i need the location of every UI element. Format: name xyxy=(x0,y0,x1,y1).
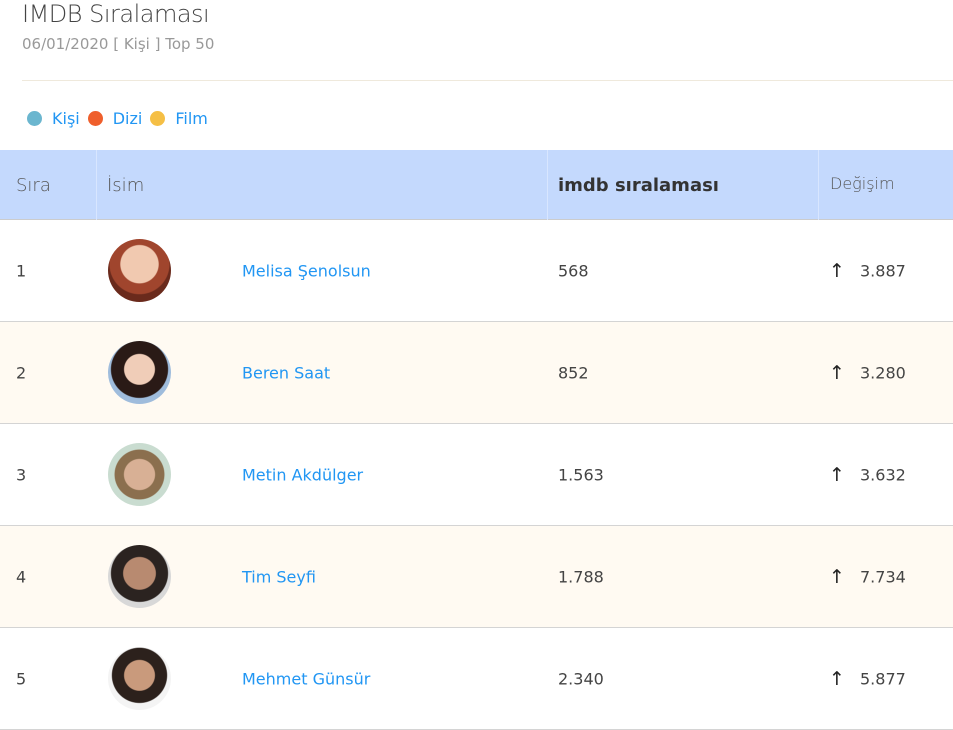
person-name-link[interactable]: Tim Seyfi xyxy=(242,567,316,586)
legend-item-kisi[interactable]: Kişi xyxy=(27,109,80,128)
rank: 1 xyxy=(16,261,27,280)
person-name-link[interactable]: Metin Akdülger xyxy=(242,465,364,484)
divider xyxy=(22,80,953,81)
avatar[interactable] xyxy=(108,545,171,608)
imdb-rank: 852 xyxy=(558,363,589,382)
imdb-rank: 1.563 xyxy=(558,465,604,484)
legend-item-dizi[interactable]: Dizi xyxy=(87,109,143,128)
arrow-up-icon: ↑ xyxy=(829,463,845,486)
dot-icon xyxy=(27,111,42,126)
arrow-up-icon: ↑ xyxy=(829,565,845,588)
header-imdb[interactable]: imdb sıralaması xyxy=(548,150,819,220)
person-name-link[interactable]: Melisa Şenolsun xyxy=(242,261,371,280)
table-row: 5 Mehmet Günsür 2.340 ↑ 5.877 xyxy=(0,628,953,730)
table-row: 4 Tim Seyfi 1.788 ↑ 7.734 xyxy=(0,526,953,628)
imdb-rank: 1.788 xyxy=(558,567,604,586)
arrow-up-icon: ↑ xyxy=(829,259,845,282)
arrow-up-icon: ↑ xyxy=(829,361,845,384)
table-row: 2 Beren Saat 852 ↑ 3.280 xyxy=(0,322,953,424)
table-row: 3 Metin Akdülger 1.563 ↑ 3.632 xyxy=(0,424,953,526)
avatar[interactable] xyxy=(108,647,171,710)
legend-label: Dizi xyxy=(112,109,143,128)
page-subtitle: 06/01/2020 [ Kişi ] Top 50 xyxy=(22,35,215,53)
change-value: 5.877 xyxy=(860,669,906,688)
header-name[interactable]: İsim xyxy=(97,150,548,220)
legend-label: Kişi xyxy=(52,109,80,128)
legend: Kişi Dizi Film xyxy=(27,109,216,128)
dot-icon xyxy=(87,111,103,126)
rank: 5 xyxy=(16,669,27,688)
header-change[interactable]: Değişim xyxy=(830,174,895,193)
change-value: 3.632 xyxy=(860,465,906,484)
table-row: 1 Melisa Şenolsun 568 ↑ 3.887 xyxy=(0,220,953,322)
dot-icon xyxy=(150,111,166,126)
rank: 2 xyxy=(16,363,27,382)
rank: 4 xyxy=(16,567,27,586)
change-value: 3.280 xyxy=(860,363,906,382)
rank: 3 xyxy=(16,465,27,484)
change-value: 3.887 xyxy=(860,261,906,280)
imdb-rank: 568 xyxy=(558,261,589,280)
person-name-link[interactable]: Beren Saat xyxy=(242,363,331,382)
avatar[interactable] xyxy=(108,443,171,506)
arrow-up-icon: ↑ xyxy=(829,667,845,690)
imdb-rank: 2.340 xyxy=(558,669,604,688)
avatar[interactable] xyxy=(108,341,171,404)
change-value: 7.734 xyxy=(860,567,906,586)
legend-item-film[interactable]: Film xyxy=(150,109,208,128)
legend-label: Film xyxy=(175,109,208,128)
page-title: IMDB Sıralaması xyxy=(22,0,210,28)
avatar[interactable] xyxy=(108,239,171,302)
table-header: Sıra İsim imdb sıralaması Değişim xyxy=(0,150,953,220)
header-rank[interactable]: Sıra xyxy=(0,150,97,220)
person-name-link[interactable]: Mehmet Günsür xyxy=(242,669,371,688)
